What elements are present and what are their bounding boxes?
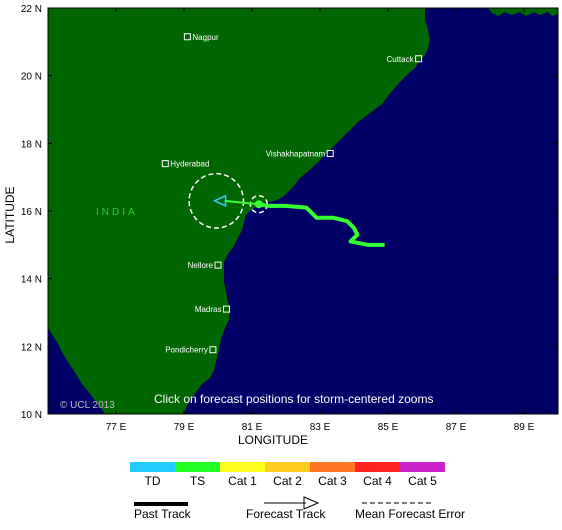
legend-swatch-td [130, 462, 175, 472]
legend-swatch-cat-4 [355, 462, 400, 472]
city-marker-hyderabad: Hyderabad [161, 160, 209, 169]
x-axis-title: LONGITUDE [238, 433, 308, 447]
current-storm-position[interactable] [254, 200, 263, 209]
forecast-arrow-icon[interactable] [212, 194, 227, 208]
intensity-legend: TD TS Cat 1 Cat 2 Cat 3 Cat 4 Cat 5 [130, 462, 445, 488]
x-tick-label: 81 E [242, 422, 263, 433]
x-tick-label: 89 E [514, 422, 535, 433]
legend-swatch-cat-1 [220, 462, 265, 472]
city-square-icon [223, 305, 230, 313]
city-marker-cuttack: Cuttack [386, 55, 423, 64]
legend-category-label: Cat 1 [228, 474, 257, 488]
city-label: Nellore [188, 261, 214, 270]
x-tick-label: 85 E [378, 422, 399, 433]
city-marker-nagpur: Nagpur [183, 33, 219, 42]
india-landmass [48, 8, 430, 414]
city-square-icon [214, 261, 222, 269]
legend-category-label: Cat 4 [363, 474, 392, 488]
legend-category-label: Cat 3 [318, 474, 347, 488]
past-track-line [258, 202, 385, 247]
x-tick-label: 83 E [310, 422, 331, 433]
city-square-icon [209, 346, 217, 354]
city-square-icon [183, 33, 191, 41]
forecast-note[interactable]: Click on forecast positions for storm-ce… [154, 392, 433, 406]
legend-swatch-cat-2 [265, 462, 310, 472]
city-square-icon [326, 149, 334, 157]
city-label: Pondicherry [165, 346, 208, 355]
city-marker-nellore: Nellore [188, 261, 222, 270]
y-tick-label: 22 N [21, 4, 42, 15]
legend-category-label: TS [190, 474, 205, 488]
x-tick-label: 79 E [174, 422, 195, 433]
forecast-track-line [224, 199, 259, 206]
sundarbans-coast [488, 8, 558, 16]
x-tick-label: 87 E [446, 422, 467, 433]
legend-swatch-cat-5 [400, 462, 445, 472]
legend-swatch-cat-3 [310, 462, 355, 472]
city-square-icon [161, 160, 169, 168]
city-label: Vishakhapatnam [266, 149, 326, 158]
forecast-error-circle[interactable] [188, 172, 245, 229]
past-track-legend-label: Past Track [134, 507, 192, 521]
mean-error-legend-label: Mean Forecast Error [355, 507, 465, 521]
legend-category-label: TD [145, 474, 161, 488]
y-tick-label: 12 N [21, 342, 42, 353]
y-tick-label: 18 N [21, 139, 42, 150]
city-label: Cuttack [386, 55, 414, 64]
city-label: Nagpur [192, 33, 219, 42]
legend-category-label: Cat 2 [273, 474, 302, 488]
y-tick-label: 10 N [21, 410, 42, 421]
copyright-text: © UCL 2013 [60, 400, 115, 411]
city-marker-pondicherry: Pondicherry [165, 346, 217, 355]
city-marker-madras: Madras [195, 305, 230, 314]
forecast-track-legend-label: Forecast Track [246, 507, 326, 521]
legend-swatch-ts [175, 462, 220, 472]
forecast-arrow-legend-icon [303, 496, 320, 510]
x-tick-label: 77 E [106, 422, 127, 433]
y-tick-label: 14 N [21, 275, 42, 286]
city-label: Madras [195, 305, 222, 314]
city-square-icon [415, 55, 423, 63]
y-tick-label: 20 N [21, 72, 42, 83]
city-marker-vishakhapatnam: Vishakhapatnam [266, 149, 334, 158]
country-label: INDIA [96, 207, 138, 218]
city-label: Hyderabad [170, 160, 209, 169]
y-axis-title: LATITUDE [3, 186, 17, 243]
legend-category-label: Cat 5 [408, 474, 437, 488]
y-tick-label: 16 N [21, 207, 42, 218]
